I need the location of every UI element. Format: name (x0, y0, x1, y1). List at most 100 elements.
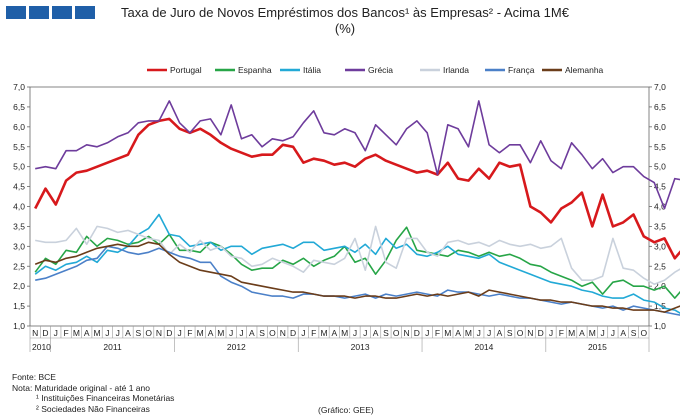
y-tick-label-right: 4,5 (654, 182, 666, 192)
legend-label-alemanha: Alemanha (565, 65, 604, 75)
x-tick-label: S (259, 328, 265, 338)
x-tick-label: J (229, 328, 233, 338)
legend-label-irlanda: Irlanda (443, 65, 469, 75)
x-tick-label: D (42, 328, 48, 338)
x-tick-label: J (425, 328, 429, 338)
y-tick-label-right: 1,0 (654, 321, 666, 331)
maturity-note: Nota: Maturidade original - até 1 ano (12, 382, 150, 393)
x-tick-label: S (383, 328, 389, 338)
x-tick-label: F (311, 328, 316, 338)
x-tick-label: F (435, 328, 440, 338)
y-tick-label-right: 2,0 (654, 281, 666, 291)
x-tick-label: A (332, 328, 338, 338)
x-tick-label: D (166, 328, 172, 338)
y-tick-label-right: 6,0 (654, 122, 666, 132)
x-tick-label: M (568, 328, 575, 338)
x-tick-label: F (559, 328, 564, 338)
x-tick-label: A (208, 328, 214, 338)
y-tick-label-left: 4,0 (13, 202, 25, 212)
series-line-italia (34, 213, 680, 315)
x-tick-label: A (249, 328, 255, 338)
x-tick-label: O (641, 328, 648, 338)
x-tick-label: N (280, 328, 286, 338)
y-tick-label-right: 6,5 (654, 102, 666, 112)
y-tick-label-left: 2,5 (13, 261, 25, 271)
x-tick-label: A (620, 328, 626, 338)
x-tick-label: J (363, 328, 367, 338)
footnotes: Fonte: BCE Nota: Maturidade original - a… (12, 372, 174, 414)
x-tick-label: A (125, 328, 131, 338)
footnote-1: ¹ Instituições Financeiras Monetárias (36, 393, 175, 403)
x-tick-label: J (54, 328, 58, 338)
chart-credit: (Gráfico: GEE) (318, 405, 374, 415)
x-tick-label: J (611, 328, 615, 338)
x-tick-label: O (393, 328, 400, 338)
x-year-label: 2014 (474, 342, 493, 352)
x-tick-label: F (187, 328, 192, 338)
x-tick-label: O (517, 328, 524, 338)
y-tick-label-left: 3,5 (13, 221, 25, 231)
series-line-grecia (35, 100, 680, 210)
x-tick-label: D (290, 328, 296, 338)
y-tick-label-right: 5,0 (654, 162, 666, 172)
legend-label-franca: França (508, 65, 535, 75)
x-tick-label: D (414, 328, 420, 338)
y-tick-label-left: 4,5 (13, 182, 25, 192)
footnote-2: ² Sociedades Não Financeiras (36, 403, 150, 414)
x-year-label: 2010 (32, 342, 51, 352)
legend-label-portugal: Portugal (170, 65, 202, 75)
source-note: Fonte: BCE (12, 372, 56, 382)
x-tick-label: J (600, 328, 604, 338)
y-tick-label-left: 7,0 (13, 82, 25, 92)
y-tick-label-left: 3,0 (13, 241, 25, 251)
x-tick-label: M (197, 328, 204, 338)
x-tick-label: M (73, 328, 80, 338)
x-tick-label: J (105, 328, 109, 338)
x-tick-label: A (455, 328, 461, 338)
x-tick-label: M (341, 328, 348, 338)
y-tick-label-left: 2,0 (13, 281, 25, 291)
x-tick-label: J (549, 328, 553, 338)
x-tick-label: J (301, 328, 305, 338)
y-tick-label-left: 5,5 (13, 142, 25, 152)
x-tick-label: M (444, 328, 451, 338)
series-line-alemanha (34, 241, 680, 313)
x-tick-label: S (507, 328, 513, 338)
x-tick-label: O (145, 328, 152, 338)
x-year-label: 2012 (227, 342, 246, 352)
x-tick-label: J (477, 328, 481, 338)
legend-label-grecia: Grécia (368, 65, 393, 75)
x-tick-label: M (465, 328, 472, 338)
series-line-irlanda (35, 225, 680, 286)
x-tick-label: A (497, 328, 503, 338)
y-tick-label-right: 3,5 (654, 221, 666, 231)
chart-subtitle: (%) (334, 21, 356, 36)
x-tick-label: J (487, 328, 491, 338)
x-tick-label: S (135, 328, 141, 338)
x-year-label: 2015 (588, 342, 607, 352)
legend-label-espanha: Espanha (238, 65, 272, 75)
y-tick-label-right: 5,5 (654, 142, 666, 152)
x-tick-label: M (320, 328, 327, 338)
y-tick-label-left: 1,5 (13, 301, 25, 311)
x-tick-label: D (538, 328, 544, 338)
y-tick-label-right: 3,0 (654, 241, 666, 251)
x-tick-label: N (32, 328, 38, 338)
brand-logo (6, 6, 95, 19)
y-tick-label-right: 4,0 (654, 202, 666, 212)
x-tick-label: M (589, 328, 596, 338)
y-tick-label-left: 6,5 (13, 102, 25, 112)
y-tick-label-left: 5,0 (13, 162, 25, 172)
x-tick-label: N (527, 328, 533, 338)
x-tick-label: S (631, 328, 637, 338)
series-line-franca (35, 245, 680, 316)
y-tick-label-left: 6,0 (13, 122, 25, 132)
y-tick-label-right: 2,5 (654, 261, 666, 271)
chart-title-block: Taxa de Juro de Novos Empréstimos dos Ba… (40, 5, 650, 37)
x-tick-label: F (64, 328, 69, 338)
x-tick-label: N (403, 328, 409, 338)
x-tick-label: J (353, 328, 357, 338)
x-tick-label: A (579, 328, 585, 338)
y-tick-label-right: 7,0 (654, 82, 666, 92)
legend-label-italia: Itália (303, 65, 321, 75)
